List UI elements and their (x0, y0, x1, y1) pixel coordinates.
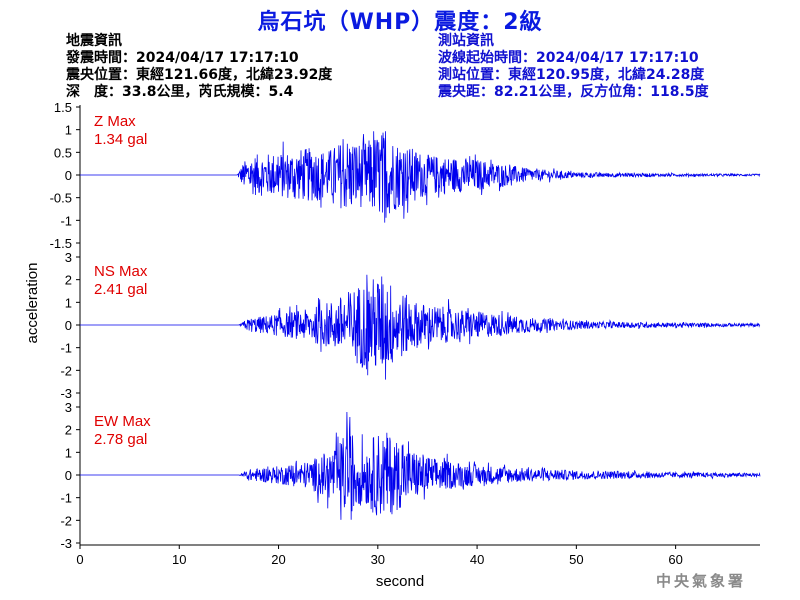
max-label-ew: EW Max (94, 413, 151, 430)
y-tick-label: -2 (60, 513, 72, 528)
epicenter: 震央位置：東經121.66度，北緯23.92度 (66, 67, 333, 83)
waveform-ns (80, 274, 761, 380)
distance-azimuth: 震央距：82.21公里，反方位角：118.5度 (438, 84, 709, 100)
x-tick-label: 50 (569, 552, 583, 567)
y-tick-label: -3 (60, 386, 72, 401)
y-tick-label: -1 (60, 491, 72, 506)
y-tick-label: -1 (60, 341, 72, 356)
y-tick-label: 0.5 (54, 145, 72, 160)
agency-watermark: 中央氣象署 (656, 572, 747, 590)
y-tick-label: -1 (60, 213, 72, 228)
y-axis-title: acceleration (24, 263, 41, 344)
y-tick-label: 1.5 (54, 100, 72, 115)
y-tick-label: 2 (65, 273, 72, 288)
x-tick-label: 40 (470, 552, 484, 567)
max-value-ns: 2.41 gal (94, 281, 147, 298)
x-tick-label: 10 (172, 552, 186, 567)
station-location: 測站位置：東經120.95度，北緯24.28度 (438, 67, 705, 83)
y-tick-label: 0 (65, 468, 72, 483)
x-tick-label: 30 (371, 552, 385, 567)
x-axis-title: second (376, 573, 424, 590)
x-tick-label: 0 (76, 552, 83, 567)
waveform-ew (80, 411, 761, 520)
y-tick-label: 3 (65, 250, 72, 265)
earthquake-info-heading: 地震資訊 (66, 33, 122, 49)
depth-magnitude: 深 度：33.8公里，芮氏規模：5.4 (66, 84, 294, 100)
y-tick-label: 0 (65, 318, 72, 333)
chart-title: 烏石坑（WHP）震度：2級 (257, 10, 543, 35)
y-tick-label: 0 (65, 168, 72, 183)
station-info-heading: 測站資訊 (438, 33, 494, 49)
y-tick-label: 3 (65, 400, 72, 415)
x-tick-label: 60 (668, 552, 682, 567)
y-tick-label: 1 (65, 123, 72, 138)
y-tick-label: -0.5 (50, 191, 72, 206)
origin-time: 發震時間：2024/04/17 17:17:10 (66, 50, 299, 66)
max-value-ew: 2.78 gal (94, 431, 147, 448)
max-value-z: 1.34 gal (94, 131, 147, 148)
station-info: 測站資訊 波線起始時間：2024/04/17 17:17:10 測站位置：東經1… (438, 33, 709, 101)
waveform-z (80, 131, 761, 223)
max-label-z: Z Max (94, 113, 136, 130)
waveform-start: 波線起始時間：2024/04/17 17:17:10 (438, 50, 699, 66)
y-tick-label: -3 (60, 536, 72, 551)
max-label-ns: NS Max (94, 263, 148, 280)
earthquake-info: 地震資訊 發震時間：2024/04/17 17:17:10 震央位置：東經121… (66, 33, 332, 101)
y-tick-label: -1.5 (50, 236, 72, 251)
y-tick-label: 1 (65, 445, 72, 460)
y-tick-label: 1 (65, 295, 72, 310)
y-tick-label: 2 (65, 423, 72, 438)
y-tick-label: -2 (60, 363, 72, 378)
x-tick-label: 20 (271, 552, 285, 567)
